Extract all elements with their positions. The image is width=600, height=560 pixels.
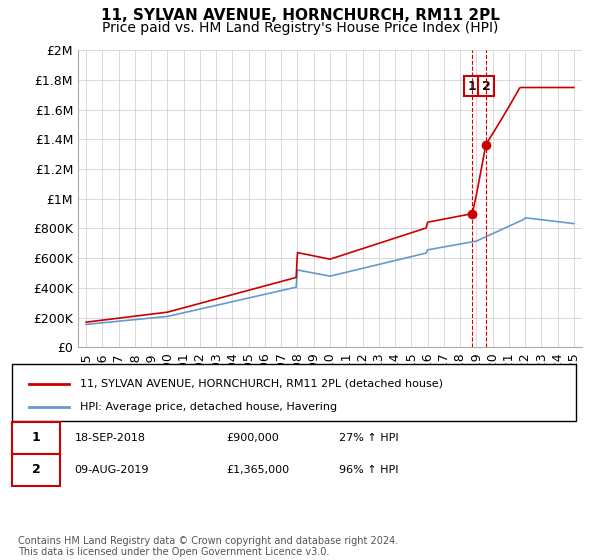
Text: 18-SEP-2018: 18-SEP-2018	[74, 433, 145, 443]
Text: 27% ↑ HPI: 27% ↑ HPI	[340, 433, 399, 443]
Text: 2: 2	[32, 464, 40, 477]
Text: £1,365,000: £1,365,000	[227, 465, 290, 475]
Text: HPI: Average price, detached house, Havering: HPI: Average price, detached house, Have…	[80, 402, 337, 412]
Text: 11, SYLVAN AVENUE, HORNCHURCH, RM11 2PL: 11, SYLVAN AVENUE, HORNCHURCH, RM11 2PL	[101, 8, 499, 24]
Text: 1: 1	[32, 431, 40, 445]
FancyBboxPatch shape	[13, 454, 61, 486]
Text: 1: 1	[467, 80, 476, 92]
Text: Contains HM Land Registry data © Crown copyright and database right 2024.
This d: Contains HM Land Registry data © Crown c…	[18, 535, 398, 557]
Text: 2: 2	[482, 80, 490, 92]
Text: £900,000: £900,000	[227, 433, 280, 443]
Text: 09-AUG-2019: 09-AUG-2019	[74, 465, 149, 475]
FancyBboxPatch shape	[13, 364, 577, 421]
Text: Price paid vs. HM Land Registry's House Price Index (HPI): Price paid vs. HM Land Registry's House …	[102, 21, 498, 35]
Text: 96% ↑ HPI: 96% ↑ HPI	[340, 465, 399, 475]
FancyBboxPatch shape	[13, 422, 61, 454]
Text: 11, SYLVAN AVENUE, HORNCHURCH, RM11 2PL (detached house): 11, SYLVAN AVENUE, HORNCHURCH, RM11 2PL …	[80, 379, 443, 389]
